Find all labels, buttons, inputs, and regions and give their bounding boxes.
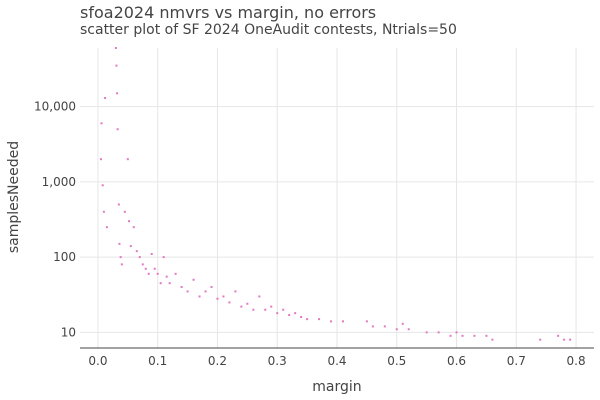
data-point <box>138 256 141 259</box>
data-point <box>165 275 168 278</box>
data-point <box>306 318 309 321</box>
x-tick-label: 0.4 <box>327 354 346 368</box>
data-point <box>129 245 132 248</box>
data-point <box>115 64 118 67</box>
data-point <box>141 263 144 266</box>
data-point <box>162 256 165 259</box>
data-point <box>100 122 103 125</box>
chart-title: sfoa2024 nmvrs vs margin, no errors <box>80 3 377 22</box>
data-point <box>128 220 131 223</box>
data-point <box>216 297 219 300</box>
data-point <box>449 334 452 337</box>
data-point <box>174 272 177 275</box>
data-point <box>383 325 386 328</box>
data-point <box>491 338 494 341</box>
y-tick-label: 10 <box>61 325 76 339</box>
x-tick-label: 0.2 <box>208 354 227 368</box>
data-point <box>105 226 108 229</box>
data-point <box>282 308 285 311</box>
data-point <box>318 318 321 321</box>
points-layer <box>99 47 572 341</box>
data-point <box>437 331 440 334</box>
data-point <box>192 278 195 281</box>
data-point <box>132 226 135 229</box>
data-point <box>117 203 120 206</box>
data-point <box>288 314 291 317</box>
grid-layer <box>80 48 594 348</box>
data-point <box>264 308 267 311</box>
data-point <box>557 334 560 337</box>
x-tick-label: 0.6 <box>447 354 466 368</box>
data-point <box>123 210 126 213</box>
data-point <box>119 256 122 259</box>
data-point <box>252 308 255 311</box>
data-point <box>118 242 121 245</box>
data-point <box>371 325 374 328</box>
data-point <box>159 282 162 285</box>
data-point <box>563 338 566 341</box>
data-point <box>135 250 138 253</box>
y-tick-label: 1,000 <box>42 175 76 189</box>
data-point <box>300 316 303 319</box>
data-point <box>246 302 249 305</box>
data-point <box>270 305 273 308</box>
data-point <box>276 312 279 315</box>
data-point <box>102 210 105 213</box>
data-point <box>569 338 572 341</box>
x-tick-label: 0.0 <box>88 354 107 368</box>
data-point <box>210 286 213 289</box>
data-point <box>341 320 344 323</box>
data-point <box>425 331 428 334</box>
data-point <box>116 92 119 95</box>
data-point <box>407 328 410 331</box>
data-point <box>258 295 261 298</box>
data-point <box>401 322 404 325</box>
x-tick-label: 0.8 <box>567 354 586 368</box>
data-point <box>455 331 458 334</box>
data-point <box>222 295 225 298</box>
data-point <box>198 295 201 298</box>
data-point <box>473 334 476 337</box>
x-axis-title: margin <box>312 379 361 395</box>
data-point <box>228 301 231 304</box>
data-point <box>168 282 171 285</box>
y-axis-title: samplesNeeded <box>6 141 22 253</box>
data-point <box>204 290 207 293</box>
data-point <box>156 272 159 275</box>
data-point <box>99 158 102 161</box>
data-point <box>101 184 104 187</box>
data-point <box>365 320 368 323</box>
x-tick-label: 0.7 <box>507 354 526 368</box>
data-point <box>116 128 119 131</box>
x-tick-label: 0.1 <box>148 354 167 368</box>
y-tick-label: 10,000 <box>34 100 76 114</box>
y-tick-label: 100 <box>53 250 76 264</box>
data-point <box>330 320 333 323</box>
data-point <box>186 290 189 293</box>
data-point <box>120 263 123 266</box>
data-point <box>485 334 488 337</box>
data-point <box>294 312 297 315</box>
chart-subtitle: scatter plot of SF 2024 OneAudit contest… <box>80 22 457 38</box>
label-layer: 0.0 0.1 0.2 0.3 0.4 0.5 0.6 0.7 0.8 10 100 1,000 10,… <box>34 100 586 368</box>
data-point <box>234 290 237 293</box>
data-point <box>153 267 156 270</box>
data-point <box>539 338 542 341</box>
data-point <box>150 252 153 255</box>
data-point <box>144 267 147 270</box>
data-point <box>461 334 464 337</box>
data-point <box>180 286 183 289</box>
x-tick-label: 0.3 <box>268 354 287 368</box>
data-point <box>240 305 243 308</box>
data-point <box>395 328 398 331</box>
x-tick-label: 0.5 <box>387 354 406 368</box>
data-point <box>147 272 150 275</box>
data-point <box>114 47 117 49</box>
data-point <box>104 96 107 99</box>
data-point <box>126 158 129 161</box>
